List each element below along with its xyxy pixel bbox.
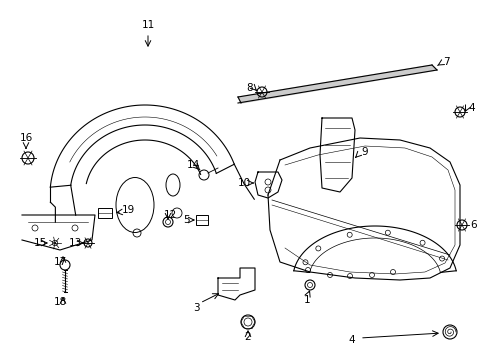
Text: 7: 7: [442, 57, 448, 67]
Text: 8: 8: [246, 83, 253, 93]
Text: 3: 3: [192, 303, 199, 313]
Text: 4: 4: [468, 103, 474, 113]
Text: 13: 13: [68, 238, 81, 248]
Text: 17: 17: [53, 257, 66, 267]
Text: 16: 16: [20, 133, 33, 143]
Text: 14: 14: [186, 160, 199, 170]
Text: 9: 9: [361, 147, 367, 157]
Text: 2: 2: [244, 332, 251, 342]
Text: 4: 4: [348, 335, 355, 345]
Bar: [98, 208, 112, 218]
Text: 1: 1: [303, 295, 310, 305]
Text: 19: 19: [121, 205, 134, 215]
Text: 18: 18: [53, 297, 66, 307]
Polygon shape: [238, 65, 436, 103]
Text: 5: 5: [183, 215, 190, 225]
Text: 11: 11: [141, 20, 154, 30]
Text: 12: 12: [163, 210, 176, 220]
Text: 6: 6: [470, 220, 476, 230]
Text: 15: 15: [33, 238, 46, 248]
Bar: [196, 215, 207, 225]
Text: 10: 10: [237, 178, 250, 188]
